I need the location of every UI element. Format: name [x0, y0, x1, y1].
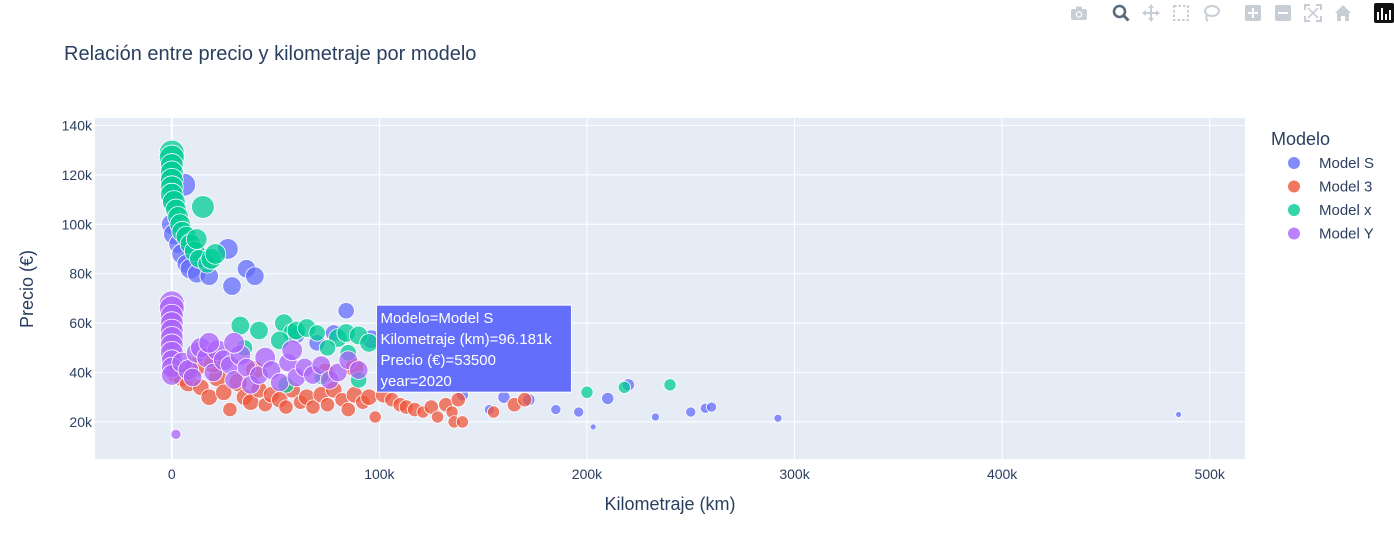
data-point[interactable] [222, 276, 242, 296]
legend-label: Model Y [1319, 226, 1374, 243]
legend-item-model-3[interactable]: Model 3 [1288, 179, 1372, 196]
legend-item-model-y[interactable]: Model Y [1288, 226, 1374, 243]
y-tick-label: 100k [62, 216, 93, 232]
x-tick-label: 300k [779, 466, 810, 482]
data-point[interactable] [651, 412, 660, 422]
legend-marker [1288, 227, 1300, 240]
legend[interactable]: Modelo Model S Model 3 Model x Model Y [1271, 129, 1374, 243]
legend-marker [1288, 204, 1300, 216]
data-point[interactable] [455, 415, 469, 429]
data-point[interactable] [245, 266, 265, 286]
tooltip-box [375, 304, 572, 393]
legend-item-model-x[interactable]: Model x [1288, 202, 1372, 219]
data-point[interactable] [663, 378, 677, 392]
tooltip-line: Precio (€)=53500 [380, 352, 496, 369]
data-point[interactable] [215, 383, 233, 401]
y-tick-label: 120k [62, 167, 93, 183]
x-tick-label: 400k [987, 466, 1018, 482]
y-tick-label: 80k [69, 266, 93, 282]
legend-marker [1288, 157, 1300, 169]
data-point[interactable] [487, 405, 501, 419]
data-point[interactable] [706, 401, 718, 413]
data-point[interactable] [198, 332, 220, 354]
y-tick-label: 60k [69, 315, 93, 331]
data-point[interactable] [601, 391, 615, 406]
data-point[interactable] [430, 410, 445, 424]
data-point[interactable] [311, 355, 331, 375]
plotly-logo-icon[interactable] [1374, 3, 1394, 23]
data-point[interactable] [305, 399, 321, 415]
data-point[interactable] [308, 324, 326, 342]
data-point[interactable] [360, 388, 378, 406]
legend-label: Model x [1319, 202, 1372, 219]
x-tick-labels: 0 100k 200k 300k 400k 500k [168, 466, 1226, 482]
data-point[interactable] [230, 315, 251, 336]
lasso-select-icon[interactable] [1200, 2, 1222, 24]
tooltip-line: year=2020 [380, 373, 451, 390]
x-tick-label: 0 [168, 466, 176, 482]
data-point[interactable] [204, 243, 227, 265]
chart-title: Relación entre precio y kilometraje por … [64, 43, 476, 65]
x-tick-label: 500k [1195, 466, 1226, 482]
camera-icon[interactable] [1068, 2, 1090, 24]
data-point[interactable] [318, 339, 337, 357]
series-model-y[interactable] [158, 290, 369, 440]
data-point[interactable] [222, 401, 238, 418]
series-model-x[interactable] [158, 139, 677, 399]
y-tick-label: 40k [69, 365, 93, 381]
autoscale-icon[interactable] [1302, 2, 1324, 24]
y-tick-label: 20k [69, 414, 93, 430]
modebar [1068, 2, 1394, 24]
data-point[interactable] [423, 399, 439, 415]
data-point[interactable] [348, 360, 369, 380]
zoom-icon[interactable] [1110, 2, 1132, 24]
box-select-icon[interactable] [1170, 2, 1192, 24]
data-point[interactable] [270, 372, 290, 393]
zoom-in-icon[interactable] [1242, 2, 1264, 24]
data-point[interactable] [550, 404, 562, 416]
pan-icon[interactable] [1140, 2, 1162, 24]
tooltip-line: Modelo=Model S [380, 310, 493, 327]
data-point[interactable] [185, 228, 208, 250]
data-point[interactable] [617, 380, 631, 394]
data-point[interactable] [170, 428, 182, 440]
x-tick-label: 200k [572, 466, 603, 482]
legend-label: Model S [1319, 155, 1374, 172]
data-point[interactable] [1175, 411, 1182, 418]
data-point[interactable] [773, 413, 783, 423]
x-axis-label: Kilometraje (km) [604, 494, 735, 514]
data-point[interactable] [191, 195, 215, 219]
data-point[interactable] [200, 388, 218, 406]
data-point[interactable] [223, 332, 245, 354]
reset-axes-icon[interactable] [1332, 2, 1354, 24]
data-point[interactable] [281, 339, 303, 362]
data-point[interactable] [685, 406, 697, 418]
data-point[interactable] [450, 392, 466, 408]
data-point[interactable] [517, 392, 533, 408]
data-point[interactable] [359, 333, 379, 353]
y-tick-labels: 20k 40k 60k 80k 100k 120k 140k [62, 117, 93, 430]
data-point[interactable] [182, 367, 203, 388]
zoom-out-icon[interactable] [1272, 2, 1294, 24]
y-axis-label: Precio (€) [17, 250, 37, 328]
legend-title: Modelo [1271, 129, 1330, 149]
data-point[interactable] [589, 423, 597, 431]
y-tick-label: 140k [62, 117, 93, 133]
data-point[interactable] [319, 397, 336, 413]
legend-marker [1288, 180, 1300, 193]
data-point[interactable] [278, 399, 294, 415]
data-point[interactable] [249, 320, 269, 341]
data-point[interactable] [580, 385, 594, 399]
legend-label: Model 3 [1319, 179, 1372, 196]
data-point[interactable] [368, 410, 382, 424]
data-point[interactable] [337, 302, 355, 320]
hover-tooltip: Modelo=Model S Kilometraje (km)=96.181k Pr… [375, 304, 572, 393]
tooltip-line: Kilometraje (km)=96.181k [380, 331, 552, 348]
data-point[interactable] [573, 406, 585, 418]
data-point[interactable] [340, 401, 356, 418]
legend-item-model-s[interactable]: Model S [1288, 155, 1374, 172]
x-tick-label: 100k [364, 466, 395, 482]
